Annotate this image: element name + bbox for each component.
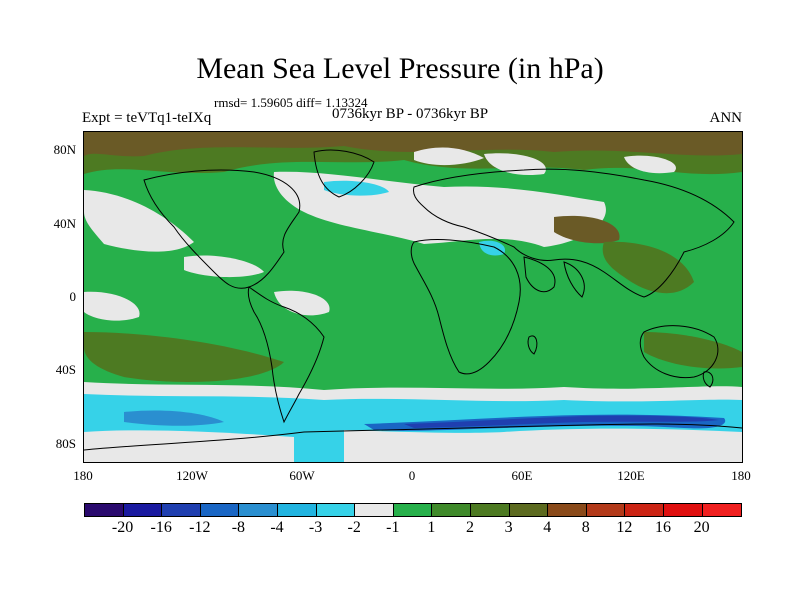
colorbar-label: -1 bbox=[386, 519, 400, 536]
colorbar-label: -12 bbox=[189, 519, 211, 536]
lat-label-40s: 40S bbox=[55, 362, 76, 377]
map-canvas bbox=[84, 132, 742, 462]
field-atlantic-cyan bbox=[324, 180, 389, 196]
colorbar-swatch bbox=[123, 504, 163, 516]
colorbar bbox=[84, 503, 743, 517]
lat-label-40n: 40N bbox=[53, 216, 76, 231]
experiment-label: Expt = teVTq1-teIXq bbox=[82, 110, 212, 126]
colorbar-swatch bbox=[85, 504, 124, 516]
field-antarctic-deep-blue bbox=[404, 415, 719, 428]
map-title: Mean Sea Level Pressure (in hPa) bbox=[196, 52, 604, 85]
colorbar-swatch bbox=[355, 504, 394, 516]
colorbar-label: 16 bbox=[655, 519, 671, 536]
field-australia-dark bbox=[644, 332, 742, 369]
coastlines bbox=[84, 149, 742, 451]
field-arctic-white bbox=[414, 147, 484, 166]
colorbar-swatch bbox=[162, 504, 201, 516]
colorbar-swatch bbox=[702, 504, 742, 516]
field-antarctic-white bbox=[84, 430, 294, 462]
colorbar-swatch bbox=[586, 504, 626, 516]
lat-label-80s: 80S bbox=[55, 436, 76, 451]
field-asia-brown bbox=[554, 215, 620, 244]
colorbar-swatch bbox=[277, 504, 317, 516]
colorbar-label: -8 bbox=[231, 519, 246, 536]
colorbar-label: 12 bbox=[616, 519, 633, 536]
season-label: ANN bbox=[709, 110, 743, 126]
colorbar-label: 1 bbox=[427, 519, 436, 536]
colorbar-swatch bbox=[239, 504, 278, 516]
colorbar-swatch bbox=[470, 504, 510, 516]
field-ross-blue bbox=[124, 410, 224, 426]
period-subtitle: 0736kyr BP - 0736kyr BP bbox=[331, 106, 489, 122]
lon-label-180e: 180 bbox=[731, 468, 751, 483]
stats-label: rmsd= 1.59605 diff= 1.13324 bbox=[214, 95, 368, 110]
field-arctic-brown bbox=[84, 132, 742, 157]
field-africa-cyan bbox=[479, 240, 505, 256]
colorbar-label: -3 bbox=[308, 519, 323, 536]
lat-label-80n: 80N bbox=[53, 142, 76, 157]
colorbar-label: -20 bbox=[111, 519, 134, 536]
field-eq-white bbox=[274, 290, 330, 316]
lon-label-0: 0 bbox=[408, 468, 416, 483]
colorbar-swatch bbox=[625, 504, 664, 516]
field-pacific-white bbox=[84, 190, 194, 252]
field-antarctic-white-3 bbox=[504, 428, 742, 462]
lon-label-120w: 120W bbox=[176, 468, 208, 483]
colorbar-swatch bbox=[663, 504, 703, 516]
colorbar-swatch bbox=[393, 504, 433, 516]
colorbar-label: 20 bbox=[693, 519, 710, 536]
lon-label-120e: 120E bbox=[617, 468, 645, 483]
colorbar-label: -16 bbox=[150, 519, 172, 536]
field-antarctic-white-2 bbox=[344, 430, 504, 462]
field-asia-dark bbox=[602, 241, 694, 294]
lon-label-180w: 180 bbox=[73, 468, 93, 483]
colorbar-label: -4 bbox=[270, 519, 284, 536]
field-pacific-white-2 bbox=[184, 255, 264, 278]
colorbar-label: -2 bbox=[347, 519, 361, 536]
colorbar-label: 8 bbox=[581, 519, 590, 536]
lon-label-60w: 60W bbox=[289, 468, 315, 483]
colorbar-swatch bbox=[548, 504, 587, 516]
colorbar-swatch bbox=[432, 504, 471, 516]
colorbar-swatch bbox=[200, 504, 240, 516]
colorbar-swatch bbox=[509, 504, 549, 516]
colorbar-label: 4 bbox=[543, 519, 552, 536]
lat-label-0: 0 bbox=[69, 289, 77, 304]
field-eq-white-2 bbox=[84, 291, 140, 321]
map-panel bbox=[83, 131, 743, 463]
colorbar-swatch bbox=[316, 504, 356, 516]
colorbar-label: 3 bbox=[504, 519, 513, 536]
field-south-pacific-dark bbox=[84, 332, 284, 382]
field-arctic-white-3 bbox=[624, 155, 676, 174]
lon-label-60e: 60E bbox=[511, 468, 533, 483]
colorbar-label: 2 bbox=[466, 519, 474, 536]
